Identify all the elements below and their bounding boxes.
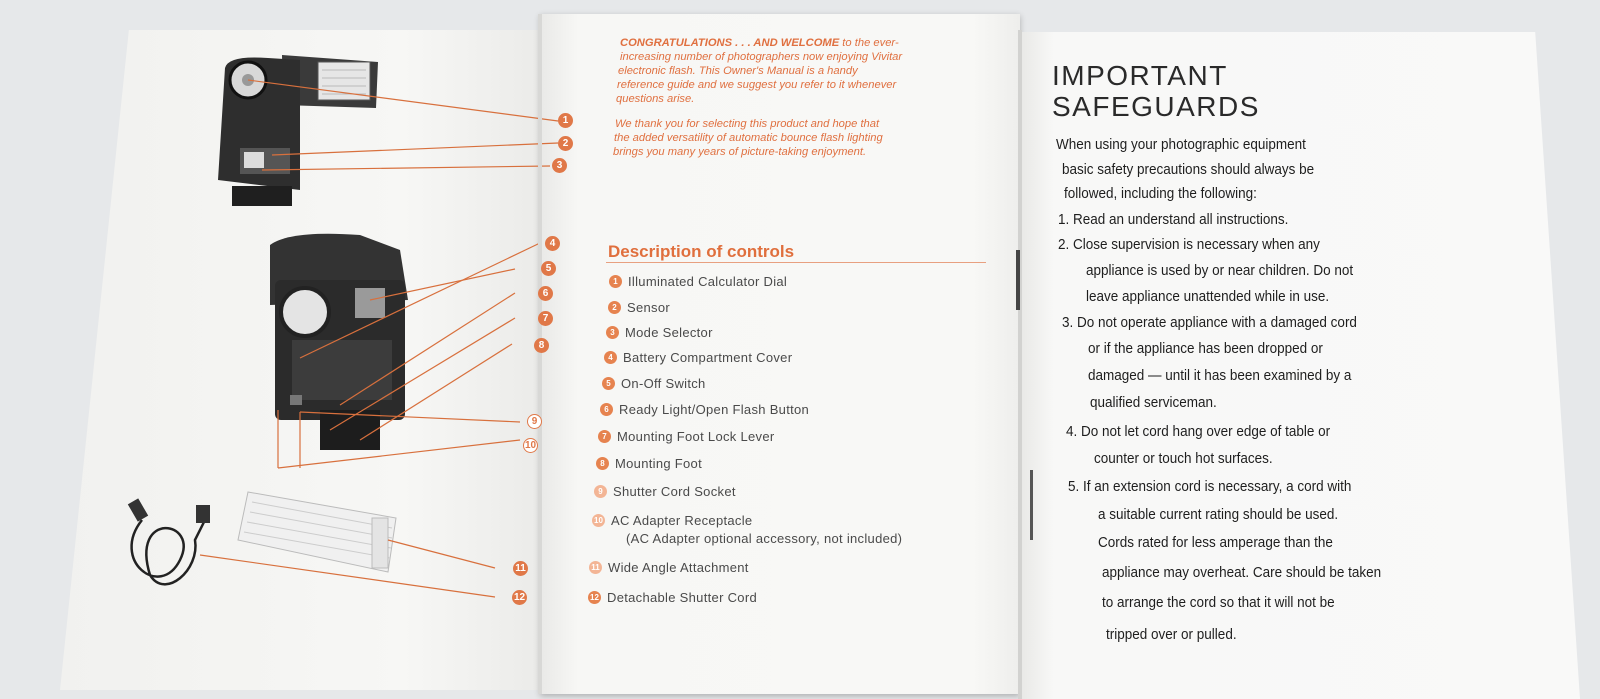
safeguard-line-3: followed, including the following: xyxy=(1064,185,1257,202)
control-num-12: 12 xyxy=(588,591,601,604)
intro-p2-line-2: the added versatility of automatic bounc… xyxy=(614,132,883,144)
safeguard-line-10: damaged — until it has been examined by … xyxy=(1088,367,1352,384)
intro-text: to the ever- xyxy=(839,37,899,49)
safeguard-line-13: counter or touch hot surfaces. xyxy=(1094,450,1273,467)
flash-unit-front-image xyxy=(218,55,378,206)
control-num-6: 6 xyxy=(600,403,613,416)
safeguard-line-5: 2. Close supervision is necessary when a… xyxy=(1058,236,1320,253)
safeguard-line-7: leave appliance unattended while in use. xyxy=(1086,288,1330,305)
safeguards-title-line-2: SAFEGUARDS xyxy=(1052,91,1260,122)
intro-line-3: electronic flash. This Owner's Manual is… xyxy=(618,65,858,77)
safeguard-line-16: Cords rated for less amperage than the xyxy=(1098,534,1333,551)
control-num-5: 5 xyxy=(602,377,615,390)
safeguard-line-9: or if the appliance has been dropped or xyxy=(1088,340,1323,357)
callout-7: 7 xyxy=(538,311,553,326)
intro-lead: CONGRATULATIONS . . . AND WELCOME xyxy=(620,37,840,49)
callout-1: 1 xyxy=(558,113,573,128)
intro-p2-line-1: We thank you for selecting this product … xyxy=(615,118,880,130)
control-num-4: 4 xyxy=(604,351,617,364)
control-label-2: Sensor xyxy=(627,300,670,315)
callout-10: 10 xyxy=(523,438,538,453)
callout-8: 8 xyxy=(534,338,549,353)
wide-angle-attachment-image xyxy=(237,491,397,573)
safeguard-line-15: a suitable current rating should be used… xyxy=(1098,506,1339,523)
control-sublabel-10: (AC Adapter optional accessory, not incl… xyxy=(626,531,903,546)
intro-line-5: questions arise. xyxy=(616,93,695,105)
control-label-4: Battery Compartment Cover xyxy=(623,350,793,365)
callout-5: 5 xyxy=(541,261,556,276)
control-num-2: 2 xyxy=(608,301,621,314)
control-num-10: 10 xyxy=(592,514,605,527)
callout-lines xyxy=(199,79,559,598)
control-label-9: Shutter Cord Socket xyxy=(613,484,736,499)
control-label-5: On-Off Switch xyxy=(621,376,706,391)
callout-9: 9 xyxy=(527,414,542,429)
safeguard-line-19: tripped over or pulled. xyxy=(1106,626,1237,643)
callout-12: 12 xyxy=(512,590,527,605)
safeguard-line-18: to arrange the cord so that it will not … xyxy=(1102,594,1335,611)
controls-title-rule xyxy=(606,262,986,263)
safeguard-line-14: 5. If an extension cord is necessary, a … xyxy=(1068,478,1352,495)
callout-4: 4 xyxy=(545,236,560,251)
control-label-1: Illuminated Calculator Dial xyxy=(628,274,788,289)
control-label-10: AC Adapter Receptacle xyxy=(611,513,753,528)
callout-6: 6 xyxy=(538,286,553,301)
safeguard-line-8: 3. Do not operate appliance with a damag… xyxy=(1062,314,1357,331)
control-label-7: Mounting Foot Lock Lever xyxy=(617,429,775,444)
control-num-1: 1 xyxy=(609,275,622,288)
safeguards-title: IMPORTANT SAFEGUARDS xyxy=(1052,60,1260,122)
safeguard-line-6: appliance is used by or near children. D… xyxy=(1086,262,1354,279)
shutter-cord-image xyxy=(127,498,210,586)
flash-unit-back-image xyxy=(270,233,408,450)
callout-2: 2 xyxy=(558,136,573,151)
callout-11: 11 xyxy=(513,561,528,576)
callout-3: 3 xyxy=(552,158,567,173)
intro-p2-line-3: brings you many years of picture-taking … xyxy=(613,146,867,158)
safeguard-line-1: When using your photographic equipment xyxy=(1056,136,1306,153)
safeguard-line-17: appliance may overheat. Care should be t… xyxy=(1102,564,1382,581)
intro-line-1: CONGRATULATIONS . . . AND WELCOME to the… xyxy=(620,37,899,51)
intro-line-2: increasing number of photographers now e… xyxy=(620,51,903,63)
middle-page xyxy=(540,14,1020,694)
control-label-11: Wide Angle Attachment xyxy=(608,560,749,575)
control-label-12: Detachable Shutter Cord xyxy=(607,590,757,605)
safeguard-line-4: 1. Read an understand all instructions. xyxy=(1058,211,1289,228)
safeguard-line-2: basic safety precautions should always b… xyxy=(1062,161,1315,178)
right-page xyxy=(1020,32,1580,699)
control-num-8: 8 xyxy=(596,457,609,470)
safeguard-line-11: qualified serviceman. xyxy=(1090,394,1217,411)
controls-title: Description of controls xyxy=(608,242,795,261)
control-num-11: 11 xyxy=(589,561,602,574)
control-label-3: Mode Selector xyxy=(625,325,713,340)
control-num-3: 3 xyxy=(606,326,619,339)
intro-line-4: reference guide and we suggest you refer… xyxy=(617,79,897,91)
control-num-9: 9 xyxy=(594,485,607,498)
safeguards-title-line-1: IMPORTANT xyxy=(1052,60,1228,91)
control-label-6: Ready Light/Open Flash Button xyxy=(619,402,810,417)
control-num-7: 7 xyxy=(598,430,611,443)
control-label-8: Mounting Foot xyxy=(615,456,703,471)
safeguard-line-12: 4. Do not let cord hang over edge of tab… xyxy=(1066,423,1331,440)
